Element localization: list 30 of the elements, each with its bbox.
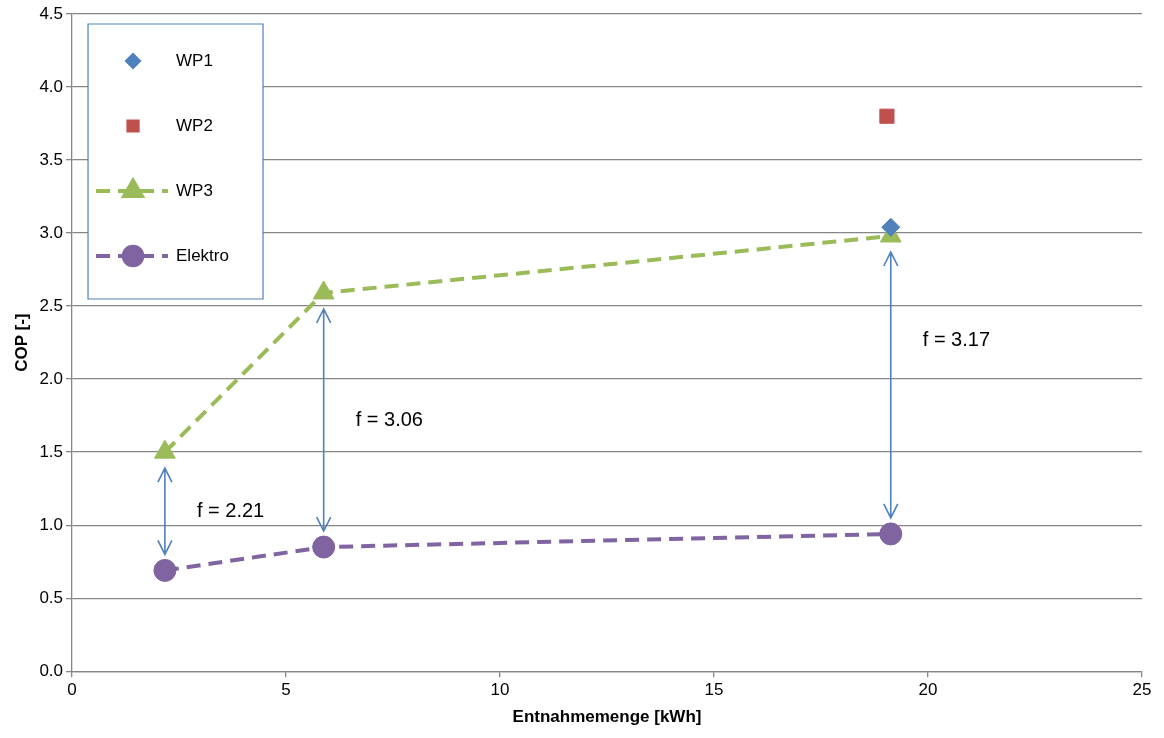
x-tick-label: 0 — [67, 680, 77, 700]
annotation: f = 3.06 — [355, 407, 423, 430]
x-tick-label: 15 — [704, 680, 724, 700]
y-tick-label: 1.5 — [39, 441, 64, 461]
y-tick-label: 4.0 — [39, 76, 64, 96]
y-tick-label: 2.0 — [39, 368, 64, 388]
point — [879, 108, 895, 124]
x-tick-label: 5 — [281, 680, 291, 700]
annotation: f = 3.17 — [922, 327, 991, 350]
point — [312, 535, 336, 559]
y-axis-title: COP [-] — [11, 313, 31, 372]
y-tick-label: 3.0 — [39, 222, 64, 242]
y-tick-label: 1.0 — [39, 514, 64, 534]
x-tick-label: 10 — [490, 680, 510, 700]
point — [153, 558, 177, 582]
x-axis-title: Entnahmemenge [kWh] — [512, 707, 702, 727]
y-tick-label: 2.5 — [39, 295, 64, 315]
point — [879, 522, 903, 546]
point — [881, 217, 901, 237]
legend-label: WP3 — [176, 180, 213, 200]
y-tick-label: 0.5 — [39, 587, 64, 607]
y-tick-label: 4.5 — [39, 3, 64, 23]
legend-label: WP2 — [176, 115, 213, 135]
annotation: f = 2.21 — [196, 498, 265, 521]
y-tick-label: 3.5 — [39, 149, 64, 169]
y-tick-label: 0.0 — [39, 660, 64, 680]
legend-label: WP1 — [176, 50, 213, 70]
legend-label: Elektro — [176, 245, 229, 265]
x-tick-label: 25 — [1132, 680, 1152, 700]
x-tick-label: 20 — [918, 680, 938, 700]
